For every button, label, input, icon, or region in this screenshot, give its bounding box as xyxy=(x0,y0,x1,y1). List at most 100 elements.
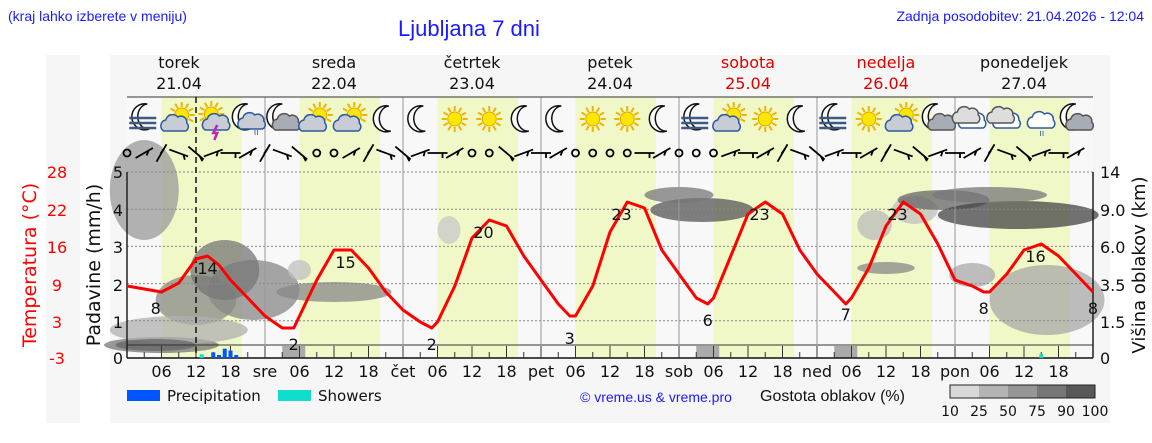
sun-ray xyxy=(492,107,497,113)
sun-ray xyxy=(199,106,205,111)
day-date: 21.04 xyxy=(156,74,202,93)
moon-shape xyxy=(372,105,392,133)
sun-ray xyxy=(174,103,179,109)
sun-ray xyxy=(307,107,314,112)
cloudy-icon xyxy=(986,105,1022,129)
precipitation-bars xyxy=(199,348,1044,358)
wind-barb-flag xyxy=(182,154,186,160)
sun-ray xyxy=(912,118,919,123)
thunderstorm-sun-icon xyxy=(198,101,231,141)
wind-barb-icon xyxy=(445,147,464,159)
sun-ray xyxy=(457,107,463,113)
wind-barb-flag xyxy=(159,148,165,155)
sun-ray xyxy=(861,125,866,131)
sun-disc xyxy=(585,111,601,127)
cloud-density-tick: 100 xyxy=(1082,404,1109,420)
temp-tick: -3 xyxy=(49,349,65,368)
rain-drops: ıı xyxy=(1039,129,1044,139)
cloud-height-tick: 6.0 xyxy=(1100,238,1125,257)
cloud-density-tick: 90 xyxy=(1057,404,1075,420)
partly-cloudy-sun-icon xyxy=(298,102,333,132)
sun-icon xyxy=(752,106,779,132)
left-axis-panel xyxy=(46,55,80,423)
daylight-band xyxy=(299,97,380,358)
temperature-value: 2 xyxy=(427,335,437,354)
sun-ray xyxy=(346,103,352,109)
hour-label: 18 xyxy=(772,362,792,381)
sun-ray xyxy=(477,111,483,116)
wind-barb-flag xyxy=(820,155,825,162)
cloud-shape xyxy=(986,105,1016,124)
moon-shape xyxy=(510,105,530,133)
day-abbr-label: ned xyxy=(802,362,832,381)
wind-barb-icon xyxy=(652,147,671,159)
wind-barb-flag xyxy=(249,150,253,156)
temp-tick: 22 xyxy=(47,201,67,220)
sun-ray xyxy=(757,107,763,113)
precipitation-swatch xyxy=(127,390,160,401)
day-date: 22.04 xyxy=(311,74,357,93)
fog-moon-icon xyxy=(129,103,157,131)
sun-icon xyxy=(855,106,882,132)
sun-ray xyxy=(184,103,190,109)
calm-wind-icon xyxy=(622,148,632,158)
day-name: torek xyxy=(158,53,200,72)
day-headers: torek 21.04 sreda 22.04 četrtek 23.04 petek 24.… xyxy=(156,53,1069,93)
day-abbr-label: pet xyxy=(528,362,554,381)
cloud-blob xyxy=(650,198,754,222)
temperature-value: 15 xyxy=(335,253,355,272)
precip-tick: 3 xyxy=(113,238,123,257)
left-axes: 28 22 16 9 3 -3 5 4 3 2 1 0 Temperatura (°C) Padavine… xyxy=(19,163,123,368)
sun-ray xyxy=(871,107,877,113)
wind-barb-icon xyxy=(859,147,878,159)
cloud-shape xyxy=(951,105,981,124)
hour-label: 18 xyxy=(910,362,930,381)
sun-disc xyxy=(481,111,497,127)
sun-ray xyxy=(909,103,914,109)
wind-barb-flag xyxy=(215,151,219,157)
temperature-value: 16 xyxy=(1025,247,1045,266)
wind-barb-icon xyxy=(376,148,396,158)
sun-ray xyxy=(630,125,635,131)
cloud-density-swatch xyxy=(979,385,1008,398)
rain-cloud-icon: ıı xyxy=(1026,110,1056,139)
moon-shape xyxy=(407,105,426,133)
calm-wind-icon xyxy=(674,148,684,158)
sun-ray xyxy=(326,118,332,123)
precipitation-bar xyxy=(217,355,221,358)
sun-ray xyxy=(740,107,746,112)
cloud-moon-icon xyxy=(1059,103,1095,131)
wind-barb-flag xyxy=(884,148,890,155)
temperature-line xyxy=(126,200,1095,330)
cloud-density-tick: 50 xyxy=(999,404,1017,420)
rain-moon-icon: ıı xyxy=(231,103,267,138)
partly-cloudy-sun-icon xyxy=(712,102,747,132)
cloud-shape xyxy=(332,113,362,132)
wind-barb-flag xyxy=(526,151,530,157)
sun-ray xyxy=(495,122,502,127)
sun-ray xyxy=(199,117,205,122)
lightning xyxy=(211,124,220,141)
wind-barb-icon xyxy=(342,147,361,159)
hour-label: 12 xyxy=(600,362,620,381)
wind-barb-icon xyxy=(893,148,913,158)
temp-tick: 16 xyxy=(47,238,67,257)
cloud-height-tick: 9.0 xyxy=(1100,201,1125,220)
daylight-band xyxy=(713,97,794,358)
copyright-link[interactable]: © vreme.us & vreme.pro xyxy=(580,389,732,405)
showers-bar xyxy=(1039,354,1044,358)
sun-ray xyxy=(217,106,224,111)
sun-ray xyxy=(342,107,348,112)
sun-icon xyxy=(476,106,503,132)
partly-cloudy-sun-icon xyxy=(884,102,920,132)
hour-label: 12 xyxy=(738,362,758,381)
sun-ray xyxy=(169,107,176,112)
page-title: Ljubljana 7 dni xyxy=(398,16,540,41)
precipitation-bar xyxy=(211,352,216,358)
wind-barb-flag xyxy=(803,154,807,160)
sun-ray xyxy=(633,111,640,116)
sun-ray xyxy=(894,107,900,112)
cloud-shape xyxy=(298,113,328,132)
wind-barb-flag xyxy=(940,151,944,157)
sun-ray xyxy=(912,107,919,112)
